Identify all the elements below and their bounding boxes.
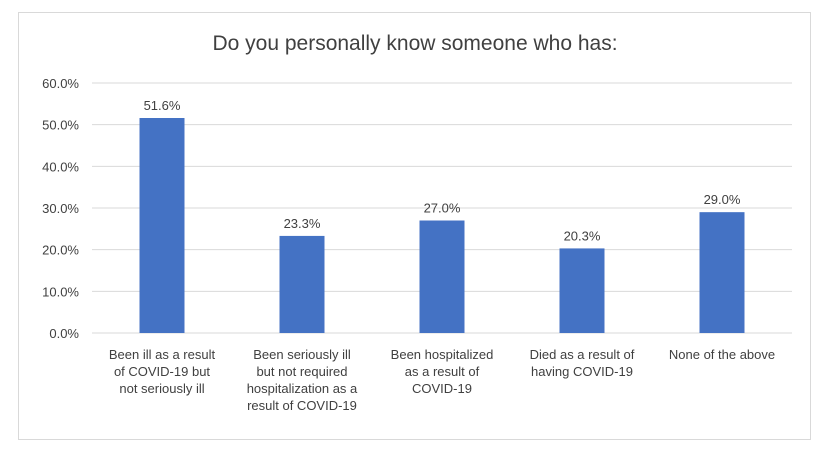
- category-label: result of COVID-19: [247, 398, 357, 413]
- category-label: Been seriously ill: [253, 347, 351, 362]
- data-label: 27.0%: [424, 201, 461, 216]
- category-label: of COVID-19 but: [114, 364, 210, 379]
- bar: [139, 118, 185, 333]
- category-label: COVID-19: [412, 381, 472, 396]
- bar: [279, 235, 325, 333]
- category-label: having COVID-19: [531, 364, 633, 379]
- bar: [559, 248, 605, 333]
- category-label: Died as a result of: [530, 347, 635, 362]
- y-tick-label: 50.0%: [42, 118, 79, 133]
- category-label: but not required: [256, 364, 347, 379]
- bar: [419, 220, 465, 333]
- category-label: hospitalization as a: [247, 381, 358, 396]
- category-label: Been hospitalized: [391, 347, 494, 362]
- category-label: as a result of: [405, 364, 480, 379]
- y-tick-label: 20.0%: [42, 243, 79, 258]
- category-label: Been ill as a result: [109, 347, 216, 362]
- y-tick-label: 40.0%: [42, 159, 79, 174]
- bar: [699, 212, 745, 333]
- y-tick-label: 10.0%: [42, 284, 79, 299]
- y-tick-label: 30.0%: [42, 201, 79, 216]
- data-label: 23.3%: [284, 216, 321, 231]
- chart-frame: [18, 12, 811, 440]
- data-label: 20.3%: [564, 228, 601, 243]
- data-label: 29.0%: [704, 192, 741, 207]
- category-label: None of the above: [669, 347, 775, 362]
- chart-title: Do you personally know someone who has:: [212, 32, 618, 55]
- y-tick-label: 0.0%: [49, 326, 79, 341]
- category-label: not seriously ill: [119, 381, 204, 396]
- y-tick-label: 60.0%: [42, 76, 79, 91]
- data-label: 51.6%: [144, 98, 181, 113]
